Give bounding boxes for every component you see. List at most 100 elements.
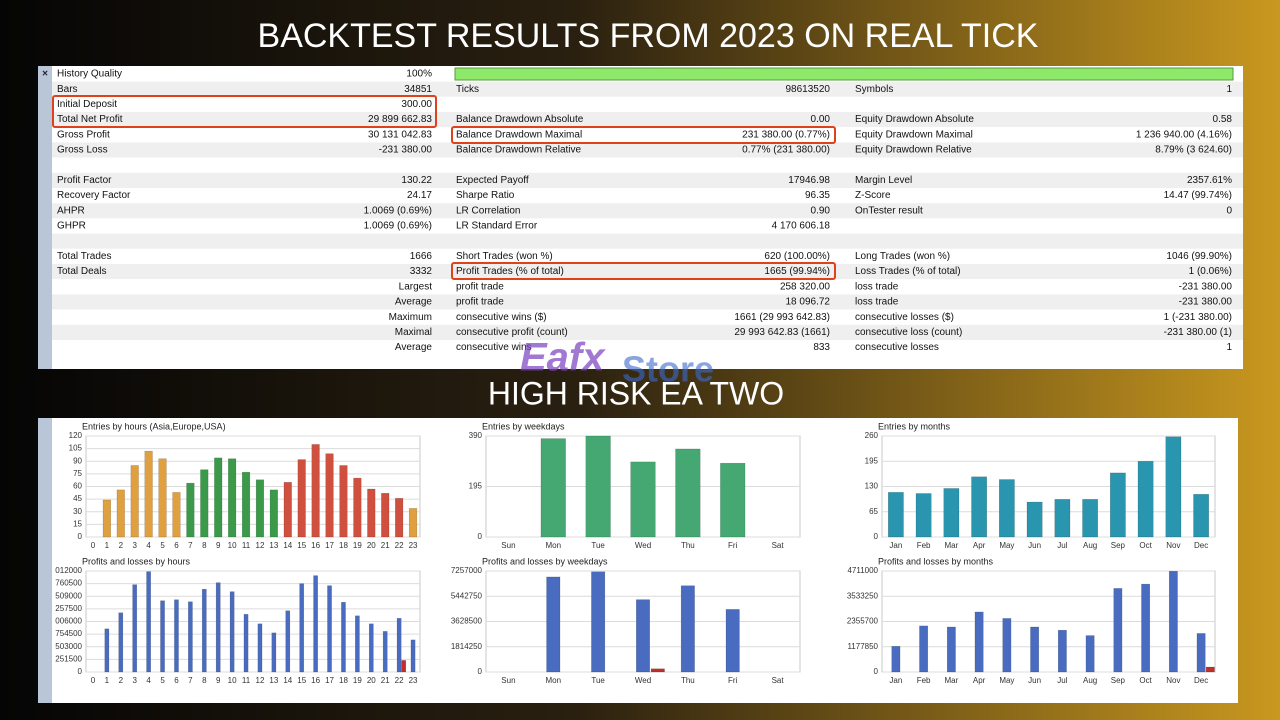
- x-tick-label: Aug: [1083, 541, 1097, 550]
- bar: [339, 465, 348, 538]
- chart-title: Entries by weekdays: [482, 421, 565, 431]
- cell-label: Gross Loss: [57, 145, 108, 156]
- cell-value: 1 236 940.00 (4.16%): [1136, 129, 1232, 140]
- x-tick-label: 16: [311, 541, 320, 550]
- bar: [1026, 501, 1043, 538]
- bar: [116, 489, 125, 538]
- x-tick-label: Jun: [1028, 541, 1041, 550]
- x-tick-label: 1: [105, 676, 110, 685]
- x-tick-label: Wed: [635, 541, 651, 550]
- table-row: [52, 203, 1243, 219]
- x-tick-label: Jan: [889, 676, 902, 685]
- bar: [636, 599, 650, 673]
- y-tick-label: 0: [478, 532, 483, 541]
- y-tick-label: 0: [78, 667, 83, 676]
- quality-bar: [454, 67, 1234, 81]
- table-row: [52, 172, 1243, 188]
- side-strip: [38, 418, 52, 703]
- x-tick-label: 14: [283, 676, 292, 685]
- y-tick-label: 30: [73, 507, 82, 516]
- y-tick-label: 2355700: [847, 617, 879, 626]
- bar: [102, 499, 111, 538]
- bar: [201, 588, 207, 673]
- x-tick-label: Feb: [917, 541, 931, 550]
- cell-label: Profit Factor: [57, 175, 112, 186]
- y-tick-label: 7257000: [451, 566, 483, 575]
- bar: [1193, 494, 1210, 538]
- x-tick-label: 23: [409, 541, 418, 550]
- cell-value: 1661 (29 993 642.83): [734, 312, 830, 323]
- cell-label: Maximal: [395, 327, 432, 338]
- cell-value: 1: [1226, 342, 1232, 353]
- chart-title: Entries by hours (Asia,Europe,USA): [82, 421, 226, 431]
- bar: [353, 477, 362, 538]
- bar: [215, 582, 221, 673]
- cell-label: Z-Score: [855, 190, 891, 201]
- cell-label: Equity Drawdown Maximal: [855, 129, 973, 140]
- cell-value: 0.58: [1213, 114, 1233, 125]
- x-tick-label: Mon: [546, 676, 562, 685]
- cell-label: Ticks: [456, 84, 479, 95]
- cell-value: 833: [813, 342, 830, 353]
- cell-label: consecutive profit (count): [456, 327, 568, 338]
- y-tick-label: 0: [874, 667, 879, 676]
- cell-label: LR Correlation: [456, 205, 520, 216]
- x-tick-label: 14: [283, 541, 292, 550]
- bar: [174, 599, 179, 673]
- bar: [1054, 499, 1071, 538]
- bar: [368, 623, 374, 673]
- y-tick-label: 4711000: [847, 566, 878, 575]
- cell-value: 1.0069 (0.69%): [364, 205, 432, 216]
- cell-value: 18 096.72: [786, 297, 831, 308]
- x-tick-label: 23: [409, 676, 418, 685]
- y-tick-label: 3533250: [847, 591, 879, 600]
- x-tick-label: 7: [188, 541, 193, 550]
- bar: [1205, 666, 1215, 673]
- cell-value: 300.00: [401, 99, 432, 110]
- x-tick-label: 15: [297, 676, 306, 685]
- bar: [915, 493, 932, 538]
- cell-value: 0.00: [811, 114, 831, 125]
- bar: [229, 591, 235, 673]
- cell-label: Balance Drawdown Absolute: [456, 114, 584, 125]
- x-tick-label: Sun: [501, 676, 515, 685]
- cell-value: 1666: [410, 251, 433, 262]
- y-tick-label: 006000: [55, 617, 82, 626]
- bar: [971, 476, 988, 538]
- bar: [1165, 436, 1182, 538]
- table-row: [52, 96, 1243, 112]
- side-strip: [38, 66, 52, 369]
- close-button[interactable]: ×: [42, 69, 48, 80]
- x-tick-label: 9: [216, 541, 221, 550]
- cell-label: Balance Drawdown Relative: [456, 145, 582, 156]
- table-row: [52, 142, 1243, 158]
- cell-label: Bars: [57, 84, 78, 95]
- x-tick-label: Feb: [917, 676, 931, 685]
- y-tick-label: 760500: [55, 579, 82, 588]
- bar: [998, 479, 1015, 538]
- title: BACKTEST RESULTS FROM 2023 ON REAL TICK: [258, 17, 1039, 55]
- bar: [540, 438, 566, 538]
- x-tick-label: Thu: [681, 676, 695, 685]
- x-tick-label: Tue: [591, 541, 605, 550]
- table-row: [52, 112, 1243, 128]
- cell-value: 258 320.00: [780, 281, 830, 292]
- x-tick-label: 2: [119, 676, 124, 685]
- x-tick-label: 21: [381, 676, 390, 685]
- cell-label: Loss Trades (% of total): [855, 266, 961, 277]
- bar: [186, 482, 195, 538]
- table-row: [52, 324, 1243, 340]
- bar: [585, 435, 611, 538]
- cell-value: 4 170 606.18: [772, 221, 831, 232]
- y-tick-label: 1814250: [451, 642, 483, 651]
- bar: [946, 626, 956, 673]
- x-tick-label: 19: [353, 676, 362, 685]
- cell-label: Profit Trades (% of total): [456, 266, 564, 277]
- cell-value: 96.35: [805, 190, 830, 201]
- bar: [355, 615, 360, 673]
- x-tick-label: Sat: [772, 541, 785, 550]
- cell-value: 1046 (99.90%): [1166, 251, 1232, 262]
- x-tick-label: Sep: [1111, 541, 1126, 550]
- cell-label: loss trade: [855, 297, 899, 308]
